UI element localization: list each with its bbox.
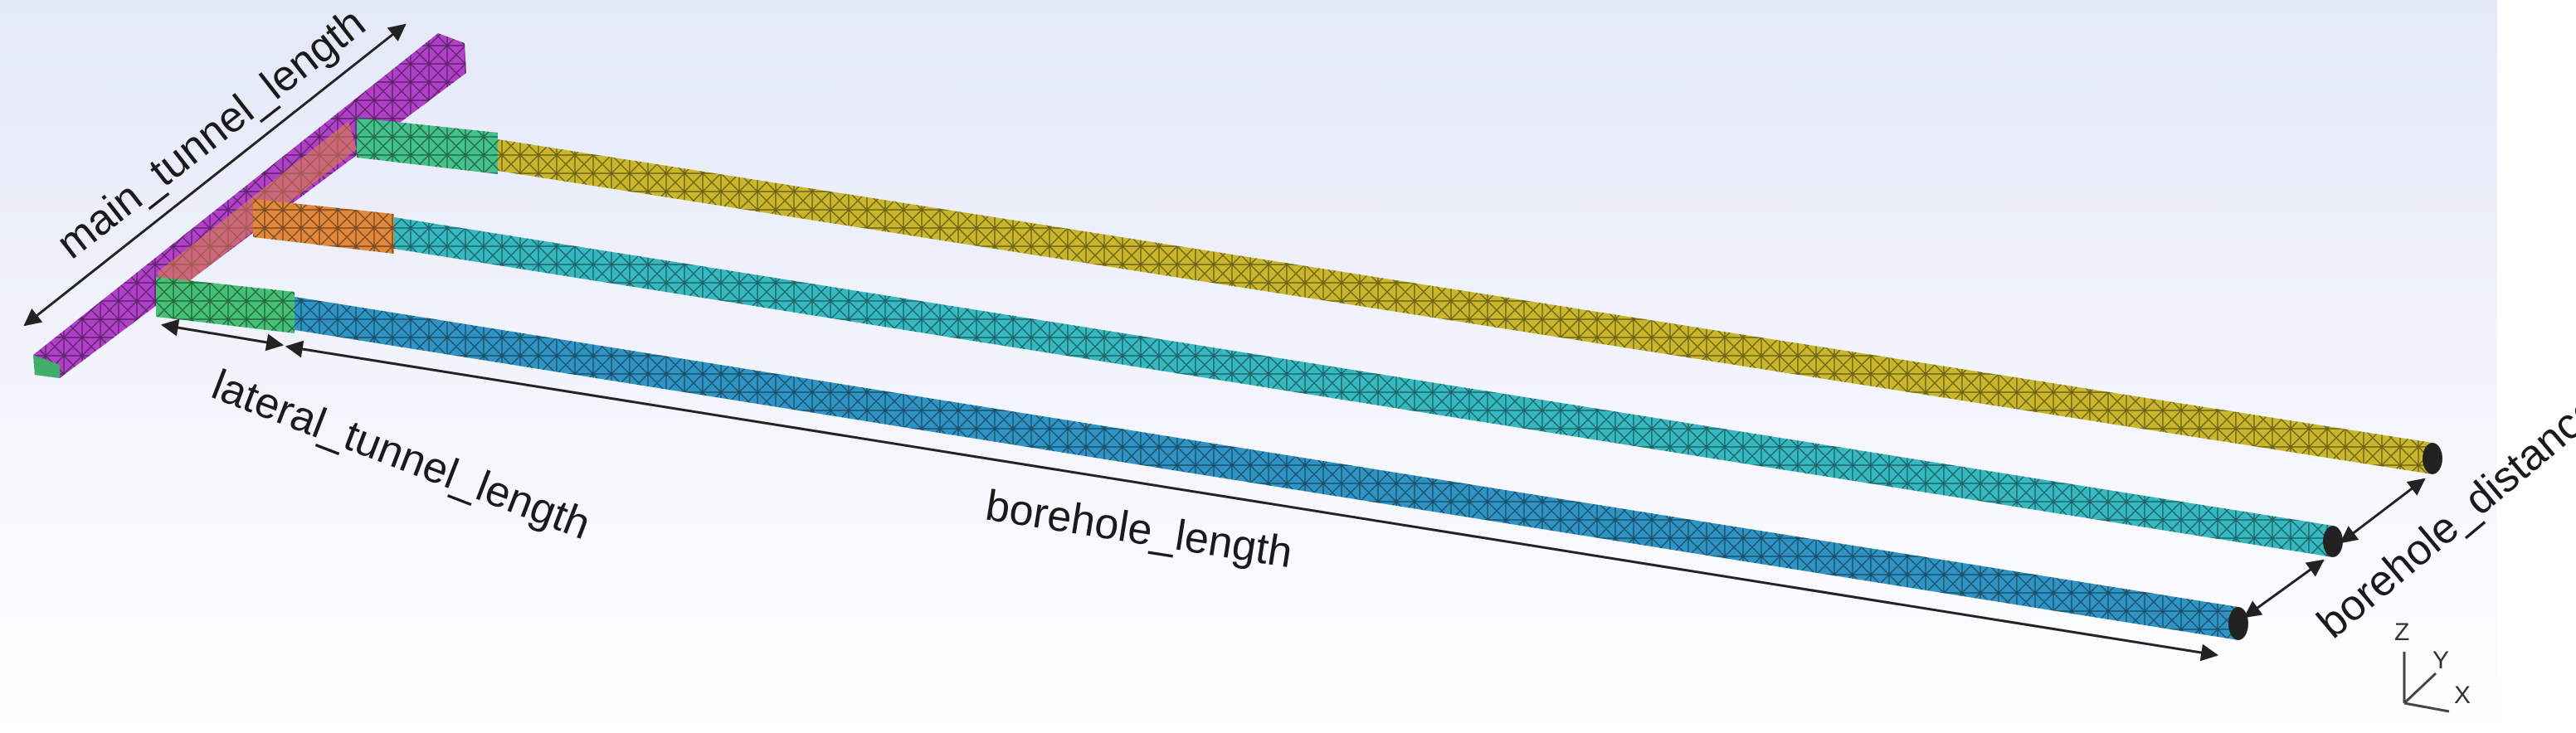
- borehole-middle-end-cap: [2323, 526, 2343, 557]
- dimension-borehole-arrow: [285, 340, 2219, 662]
- axis-y-line: [2403, 672, 2437, 705]
- dimension-borehole-distance-arrow-lower: [2243, 559, 2325, 619]
- axis-triad: Z Y X: [2394, 619, 2471, 713]
- axis-y-label: Y: [2432, 647, 2449, 674]
- dimension-borehole-distance-arrow-upper: [2340, 478, 2426, 544]
- axis-x-line: [2403, 701, 2450, 713]
- axis-z-label: Z: [2394, 619, 2409, 646]
- dimension-main-tunnel-arrow: [23, 23, 407, 327]
- borehole-top-end-cap: [2423, 443, 2442, 474]
- axis-x-label: X: [2454, 682, 2471, 709]
- borehole-bottom-end-cap: [2228, 607, 2248, 640]
- main-tunnel-end: [33, 355, 60, 378]
- dimension-lateral-tunnel-arrow: [160, 318, 285, 352]
